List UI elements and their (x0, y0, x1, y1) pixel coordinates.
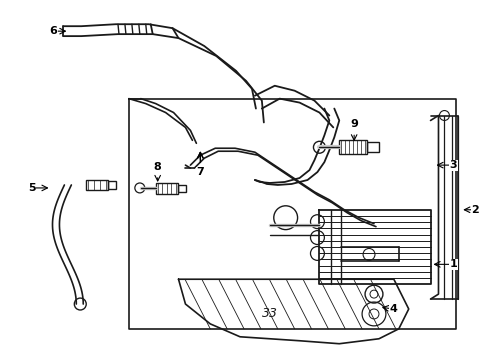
Text: 6: 6 (49, 26, 57, 36)
Text: 7: 7 (196, 167, 204, 177)
Text: 4: 4 (389, 304, 397, 314)
Text: 9: 9 (349, 120, 357, 130)
Text: 1: 1 (448, 259, 456, 269)
Text: 3: 3 (448, 160, 456, 170)
Text: 5: 5 (28, 183, 36, 193)
Text: 33: 33 (261, 307, 277, 320)
Text: 2: 2 (470, 205, 478, 215)
Bar (177, 185, 186, 192)
Bar (108, 181, 116, 189)
Bar (86, 180, 108, 190)
Bar (339, 140, 366, 154)
Bar (366, 142, 378, 152)
Text: 8: 8 (154, 162, 161, 172)
Bar (155, 183, 177, 194)
